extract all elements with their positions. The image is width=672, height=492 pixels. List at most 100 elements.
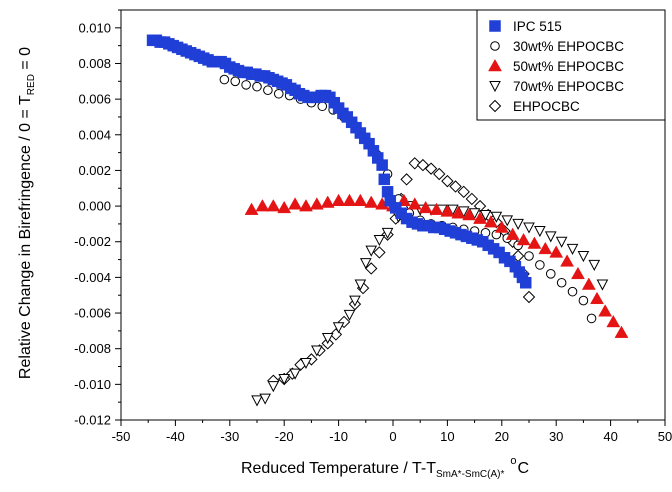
legend-label: IPC 515 (513, 19, 562, 34)
y-axis-title-main: Relative Change in Birefringence / 0 = T (17, 95, 34, 379)
data-point (549, 245, 564, 258)
data-point (263, 85, 273, 96)
x-tick-label: -20 (275, 429, 294, 444)
data-point (259, 393, 271, 405)
data-point (566, 243, 579, 255)
x-axis-title-unit: C (517, 460, 529, 477)
legend-label: 70wt% EHPOCBC (513, 79, 624, 94)
y-tick-label: -0.008 (74, 341, 111, 356)
data-point (538, 241, 553, 255)
data-point (590, 291, 604, 305)
x-tick-label: 10 (440, 429, 454, 444)
x-axis-title-sup: o (510, 455, 516, 467)
legend-item: 50wt% EHPOCBC (488, 58, 624, 74)
data-point (490, 211, 503, 223)
data-point (556, 277, 567, 288)
legend-label: 30wt% EHPOCBC (513, 39, 624, 54)
data-point (364, 195, 379, 208)
data-point (522, 290, 536, 304)
data-point (440, 204, 455, 217)
data-point (241, 80, 251, 90)
data-point (332, 322, 345, 334)
data-point (354, 279, 367, 291)
data-point (343, 309, 356, 321)
x-tick-label: 0 (389, 429, 396, 444)
data-point (273, 88, 284, 99)
data-point (331, 193, 346, 206)
data-point (614, 325, 629, 338)
data-point (230, 76, 241, 87)
data-point (255, 199, 270, 212)
legend-item: IPC 515 (489, 19, 562, 34)
data-point (451, 206, 466, 219)
data-point (321, 333, 334, 345)
series-ipc-515 (146, 34, 532, 289)
data-point (424, 162, 438, 175)
data-point (462, 207, 477, 221)
data-point (376, 159, 388, 171)
legend-marker (490, 41, 500, 51)
legend-label: 50wt% EHPOCBC (513, 59, 624, 74)
series-ehpocbc (267, 157, 536, 387)
data-point (465, 192, 479, 206)
data-point (457, 185, 470, 199)
x-axis-title-sub: SmA*-SmC(A)* (436, 469, 504, 480)
data-point (560, 254, 575, 267)
y-axis-title-tail: = 0 (17, 47, 34, 74)
data-point (309, 197, 324, 210)
data-point (416, 158, 430, 172)
legend-marker (488, 99, 502, 113)
data-point (586, 313, 597, 324)
series-50wt-ehpocbc (244, 193, 629, 338)
data-point (311, 345, 323, 357)
data-point (289, 368, 301, 380)
data-point (571, 266, 585, 280)
x-tick-label: 40 (603, 429, 617, 444)
data-point (577, 251, 590, 263)
y-axis-title-sub: RED (26, 74, 37, 95)
data-point (501, 215, 514, 227)
series-layer (146, 34, 629, 407)
legend-item: EHPOCBC (488, 99, 580, 114)
data-point (606, 314, 621, 328)
y-tick-label: 0.006 (78, 92, 111, 107)
data-point (251, 395, 263, 407)
data-point (244, 202, 259, 215)
y-tick-label: -0.012 (74, 413, 111, 428)
data-point (512, 218, 524, 230)
data-point (365, 245, 378, 257)
data-point (578, 295, 589, 306)
legend-marker (489, 81, 501, 93)
data-point (479, 210, 492, 222)
data-point (519, 276, 532, 289)
data-point (527, 236, 542, 249)
y-tick-label: -0.004 (74, 270, 111, 285)
data-point (278, 374, 291, 386)
data-point (353, 193, 368, 206)
data-point (567, 286, 578, 297)
data-point (266, 199, 281, 212)
y-tick-label: -0.002 (74, 234, 111, 249)
legend-item: 30wt% EHPOCBC (490, 39, 624, 54)
data-point (473, 211, 487, 224)
data-point (408, 157, 421, 170)
data-point (317, 101, 328, 112)
data-point (288, 197, 303, 210)
data-point (381, 227, 394, 239)
x-axis-title: Reduced Temperature / T-TSmA*-SmC(A)* oC (241, 455, 529, 480)
legend-marker (489, 20, 501, 32)
legend: IPC 515 30wt% EHPOCBC 50wt% EHPOCBC 70wt% E… (476, 9, 666, 121)
data-point (400, 173, 413, 186)
data-point (433, 167, 446, 181)
x-tick-label: -10 (329, 429, 348, 444)
legend-item: 70wt% EHPOCBC (489, 79, 624, 94)
x-tick-label: 50 (658, 429, 672, 444)
y-tick-label: -0.006 (74, 306, 111, 321)
x-axis: -50 -40 -30 -20 -10 0 10 20 30 40 50 (112, 420, 672, 444)
x-tick-label: -50 (112, 429, 131, 444)
data-point (449, 180, 462, 193)
data-point (300, 357, 312, 370)
data-point (299, 199, 313, 212)
data-point (373, 246, 386, 259)
